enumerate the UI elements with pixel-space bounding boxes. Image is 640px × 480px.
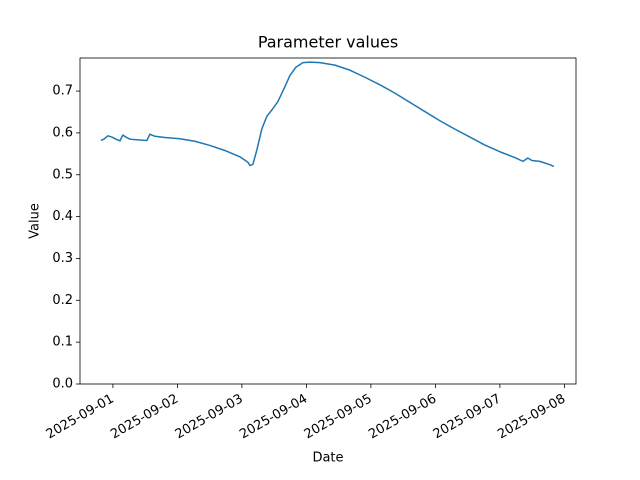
y-tick-label: 0.5 bbox=[52, 167, 73, 182]
x-tick-label: 2025-09-01 bbox=[44, 392, 117, 443]
plot-frame bbox=[79, 57, 577, 385]
x-axis-label: Date bbox=[312, 451, 343, 466]
x-tick-label: 2025-09-08 bbox=[495, 392, 568, 443]
y-axis-label: Value bbox=[28, 203, 43, 239]
y-tick-label: 0.0 bbox=[52, 377, 73, 392]
y-tick-label: 0.6 bbox=[52, 125, 73, 140]
x-tick-label: 2025-09-02 bbox=[108, 392, 181, 443]
x-tick-label: 2025-09-04 bbox=[237, 392, 310, 443]
y-tick-label: 0.7 bbox=[52, 84, 73, 99]
y-tick-label: 0.2 bbox=[52, 293, 73, 308]
x-tick-label: 2025-09-03 bbox=[173, 392, 246, 443]
x-tick-label: 2025-09-05 bbox=[302, 392, 375, 443]
y-tick-label: 0.4 bbox=[52, 209, 73, 224]
x-tick-label: 2025-09-07 bbox=[431, 392, 504, 443]
chart-title: Parameter values bbox=[258, 33, 398, 52]
y-tick-label: 0.3 bbox=[52, 251, 73, 266]
line-series bbox=[100, 61, 555, 168]
y-tick-label: 0.1 bbox=[52, 335, 73, 350]
x-tick-label: 2025-09-06 bbox=[366, 392, 439, 443]
